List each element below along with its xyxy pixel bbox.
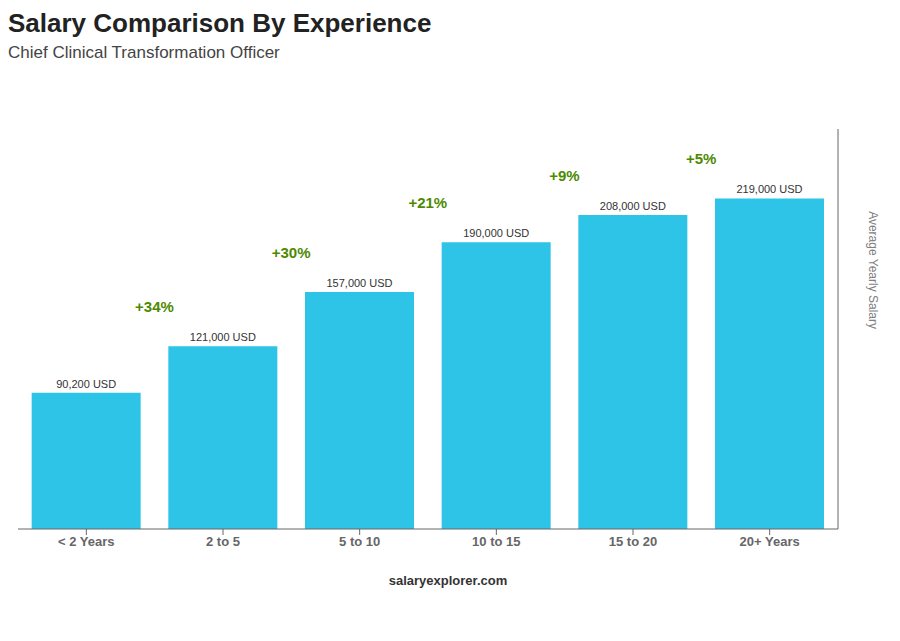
html-text:Salary Comparison By Experienc: Salary Comparison By Experience [8,8,432,38]
svg-text:+21%: +21% [408,194,447,211]
svg-text:+9%: +9% [549,167,579,184]
svg-text:15 to 20: 15 to 20 [609,534,657,549]
svg-text:190,000 USD: 190,000 USD [463,227,529,239]
svg-text:90,200 USD: 90,200 USD [56,378,116,390]
svg-text:20+ Years: 20+ Years [740,534,800,549]
svg-text:+34%: +34% [135,298,174,315]
svg-text:208,000 USD: 208,000 USD [600,200,666,212]
svg-text:< 2 Years: < 2 Years [58,534,115,549]
svg-text:+5%: +5% [686,150,716,167]
svg-text:10 to 15: 10 to 15 [472,534,520,549]
svg-text:219,000 USD: 219,000 USD [736,183,802,195]
svg-text:121,000 USD: 121,000 USD [190,331,256,343]
svg-text:5 to 10: 5 to 10 [339,534,380,549]
html-text:Chief Clinical Transformation: Chief Clinical Transformation Officer [8,43,280,62]
svg-text:2 to 5: 2 to 5 [206,534,240,549]
svg-text:Average Yearly Salary: Average Yearly Salary [866,211,880,329]
html-text:salaryexplorer.com: salaryexplorer.com [388,573,508,588]
svg-text:157,000 USD: 157,000 USD [326,277,392,289]
svg-text:+30%: +30% [272,244,311,261]
